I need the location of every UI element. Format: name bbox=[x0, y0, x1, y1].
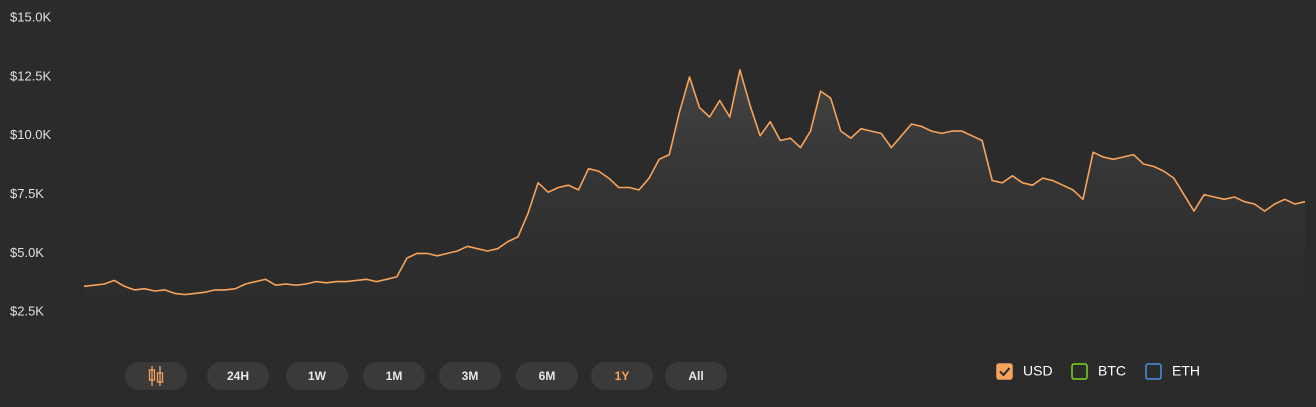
button-label: All bbox=[688, 369, 703, 383]
button-bg bbox=[125, 362, 187, 390]
button-bg bbox=[363, 362, 425, 390]
button-label: 1M bbox=[386, 369, 403, 383]
legend-label: ETH bbox=[1172, 363, 1200, 379]
candle-icon bbox=[148, 366, 164, 386]
area bbox=[84, 69, 1305, 348]
range-button[interactable]: 3M bbox=[439, 362, 501, 390]
button-label: 1Y bbox=[615, 369, 630, 383]
range-button[interactable]: 1Y bbox=[591, 362, 653, 390]
y-tick-label: $15.0K bbox=[10, 10, 52, 25]
button-bg bbox=[207, 362, 269, 390]
candle-button[interactable] bbox=[125, 362, 187, 390]
y-tick-label: $5.0K bbox=[10, 245, 44, 260]
legend-item[interactable]: BTC bbox=[1071, 363, 1126, 380]
range-button[interactable]: All bbox=[665, 362, 727, 390]
button-bg bbox=[516, 362, 578, 390]
y-tick-label: $12.5K bbox=[10, 68, 52, 83]
button-label: 3M bbox=[462, 369, 479, 383]
button-label: 6M bbox=[539, 369, 556, 383]
button-label: 24H bbox=[227, 369, 249, 383]
legend-item[interactable]: ETH bbox=[1145, 363, 1200, 380]
button-label: 1W bbox=[308, 369, 327, 383]
button-bg bbox=[286, 362, 348, 390]
y-tick-label: $2.5K bbox=[10, 304, 44, 319]
legend-label: USD bbox=[1023, 363, 1053, 379]
price-line bbox=[83, 69, 1306, 296]
legend-checkbox bbox=[1071, 363, 1088, 380]
button-bg bbox=[591, 362, 653, 390]
range-button[interactable]: 6M bbox=[516, 362, 578, 390]
legend-checkbox bbox=[1145, 363, 1162, 380]
legend-checkbox bbox=[996, 363, 1013, 380]
legend-label: BTC bbox=[1098, 363, 1126, 379]
button-bg bbox=[665, 362, 727, 390]
check-mark bbox=[999, 367, 1011, 377]
y-tick-label: $10.0K bbox=[10, 127, 52, 142]
range-button[interactable]: 1W bbox=[286, 362, 348, 390]
button-bg bbox=[439, 362, 501, 390]
range-button[interactable]: 24H bbox=[207, 362, 269, 390]
range-button[interactable]: 1M bbox=[363, 362, 425, 390]
y-tick-label: $7.5K bbox=[10, 186, 44, 201]
legend-item[interactable]: USD bbox=[996, 363, 1053, 380]
